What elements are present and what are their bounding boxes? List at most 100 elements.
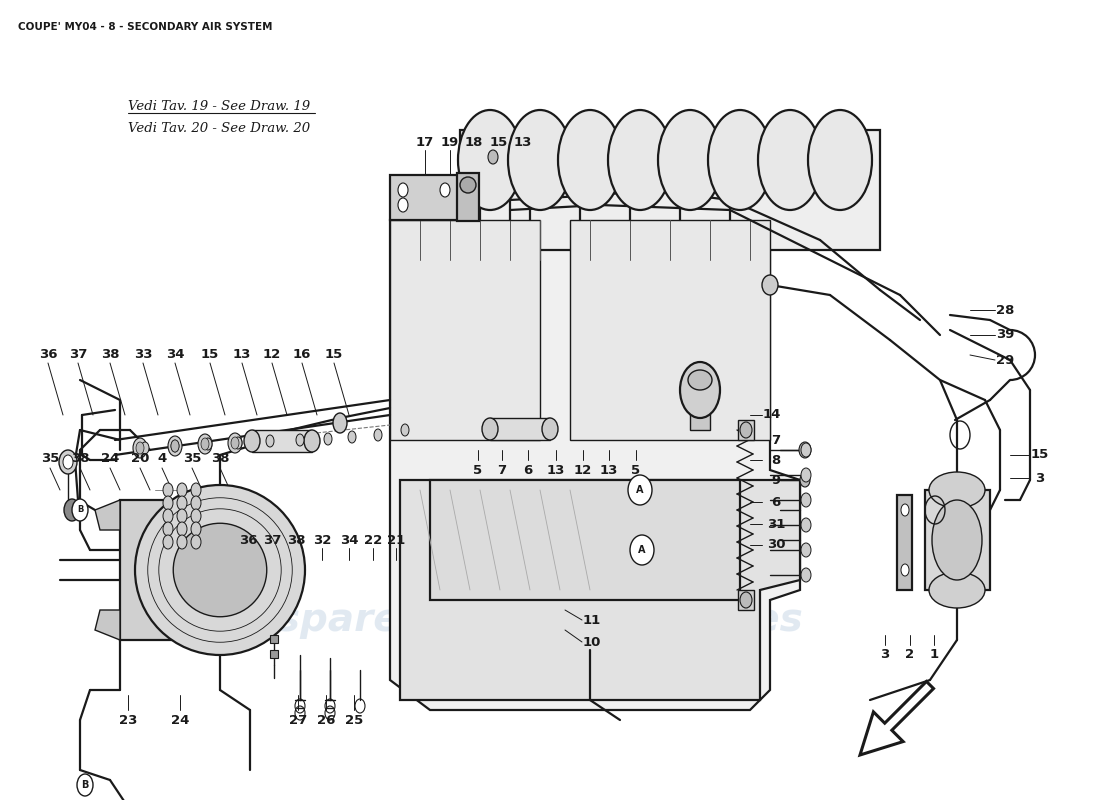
Ellipse shape — [508, 110, 572, 210]
Ellipse shape — [901, 504, 909, 516]
Bar — [738, 590, 754, 610]
Text: 36: 36 — [239, 534, 257, 546]
Ellipse shape — [808, 110, 872, 210]
Text: 39: 39 — [996, 329, 1014, 342]
Text: 14: 14 — [762, 409, 781, 422]
Text: 13: 13 — [514, 135, 532, 149]
Bar — [456, 173, 478, 221]
Text: 27: 27 — [289, 714, 307, 726]
Ellipse shape — [333, 413, 346, 433]
Ellipse shape — [482, 418, 498, 440]
Ellipse shape — [708, 110, 772, 210]
Ellipse shape — [177, 496, 187, 510]
Text: 34: 34 — [166, 349, 185, 362]
Polygon shape — [95, 500, 120, 530]
Ellipse shape — [72, 499, 88, 521]
Text: 22: 22 — [364, 534, 382, 546]
Text: 3: 3 — [1035, 471, 1045, 485]
Text: 15: 15 — [1031, 449, 1049, 462]
Text: 37: 37 — [263, 534, 282, 546]
Text: Vedi Tav. 20 - See Draw. 20: Vedi Tav. 20 - See Draw. 20 — [128, 122, 310, 135]
Text: 19: 19 — [441, 135, 459, 149]
Ellipse shape — [198, 434, 212, 454]
Text: 10: 10 — [583, 635, 602, 649]
Ellipse shape — [608, 110, 672, 210]
Ellipse shape — [170, 440, 179, 452]
Ellipse shape — [440, 183, 450, 197]
Ellipse shape — [304, 430, 320, 452]
Ellipse shape — [231, 437, 239, 449]
Text: 30: 30 — [767, 538, 785, 551]
Ellipse shape — [244, 430, 260, 452]
Ellipse shape — [59, 450, 77, 474]
Bar — [252, 430, 312, 452]
Ellipse shape — [688, 370, 712, 390]
Ellipse shape — [177, 535, 187, 549]
Bar — [270, 635, 278, 643]
Ellipse shape — [374, 429, 382, 441]
Text: 32: 32 — [312, 534, 331, 546]
Ellipse shape — [163, 509, 173, 523]
Ellipse shape — [762, 275, 778, 295]
Bar — [430, 480, 740, 600]
Ellipse shape — [177, 483, 187, 497]
Ellipse shape — [177, 509, 187, 523]
Text: 3: 3 — [880, 649, 890, 662]
Text: A: A — [638, 545, 646, 555]
Text: 1: 1 — [930, 649, 938, 662]
Text: 5: 5 — [631, 463, 640, 477]
Text: 37: 37 — [69, 349, 87, 362]
Text: 34: 34 — [340, 534, 359, 546]
Text: 2: 2 — [905, 649, 914, 662]
Ellipse shape — [488, 150, 498, 164]
Text: 11: 11 — [583, 614, 601, 626]
Ellipse shape — [930, 572, 984, 608]
Ellipse shape — [163, 535, 173, 549]
Text: 29: 29 — [996, 354, 1014, 366]
Text: COUPE' MY04 - 8 - SECONDARY AIR SYSTEM: COUPE' MY04 - 8 - SECONDARY AIR SYSTEM — [18, 22, 273, 32]
Ellipse shape — [191, 535, 201, 549]
Ellipse shape — [801, 493, 811, 507]
Ellipse shape — [135, 485, 305, 655]
Text: 21: 21 — [387, 534, 405, 546]
Text: 28: 28 — [996, 303, 1014, 317]
Ellipse shape — [901, 564, 909, 576]
Text: 16: 16 — [293, 349, 311, 362]
Ellipse shape — [680, 362, 720, 418]
Text: 36: 36 — [39, 349, 57, 362]
Bar — [390, 220, 540, 440]
Bar — [925, 490, 990, 590]
Ellipse shape — [296, 434, 304, 446]
Bar — [738, 420, 754, 440]
Ellipse shape — [460, 177, 476, 193]
Ellipse shape — [204, 438, 212, 450]
Ellipse shape — [163, 522, 173, 536]
Ellipse shape — [932, 500, 982, 580]
Polygon shape — [390, 220, 800, 710]
Ellipse shape — [163, 483, 173, 497]
Ellipse shape — [398, 198, 408, 212]
Text: 25: 25 — [345, 714, 363, 726]
Ellipse shape — [133, 438, 147, 458]
Bar — [570, 220, 770, 440]
FancyArrow shape — [860, 682, 934, 755]
Text: 17: 17 — [416, 135, 434, 149]
Ellipse shape — [234, 437, 242, 449]
Ellipse shape — [163, 496, 173, 510]
Ellipse shape — [348, 431, 356, 443]
Bar — [460, 130, 880, 250]
Text: 38: 38 — [70, 451, 89, 465]
Ellipse shape — [191, 509, 201, 523]
Text: 24: 24 — [101, 451, 119, 465]
Ellipse shape — [801, 568, 811, 582]
Text: 6: 6 — [524, 463, 532, 477]
Text: 38: 38 — [101, 349, 119, 362]
Text: 23: 23 — [119, 714, 138, 726]
Ellipse shape — [558, 110, 622, 210]
Ellipse shape — [542, 418, 558, 440]
Text: Vedi Tav. 19 - See Draw. 19: Vedi Tav. 19 - See Draw. 19 — [128, 100, 310, 113]
Ellipse shape — [630, 535, 654, 565]
Text: 5: 5 — [473, 463, 483, 477]
Bar — [270, 650, 278, 658]
Text: B: B — [81, 780, 89, 790]
